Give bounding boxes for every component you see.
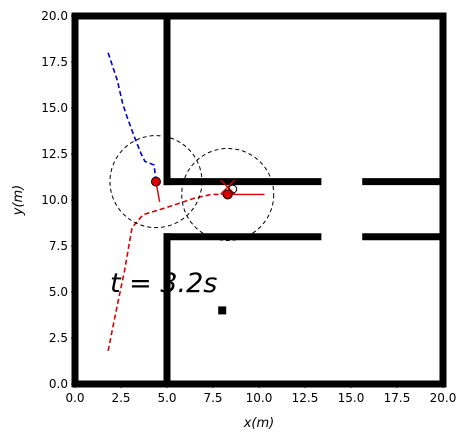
x-tick-label-3: 7.5 <box>203 391 222 405</box>
y-axis: 0.0 2.5 5.0 7.5 10.0 12.5 15.0 17.5 20.0 <box>41 9 75 391</box>
agent-marker-1 <box>222 189 233 200</box>
x-tick-label-8: 20.0 <box>430 391 457 405</box>
y-tick-label-8: 20.0 <box>41 9 68 23</box>
x-tick-label-5: 12.5 <box>292 391 319 405</box>
agent-marker-0 <box>150 176 161 187</box>
y-tick-label-7: 17.5 <box>41 55 68 69</box>
goal-ring <box>228 184 238 194</box>
y-tick-label-5: 12.5 <box>41 147 68 161</box>
x-tick-label-6: 15.0 <box>338 391 365 405</box>
trajectory-line-0 <box>107 52 157 182</box>
goal-cross-b <box>220 179 236 195</box>
x-tick-label-7: 17.5 <box>384 391 411 405</box>
y-tick-label-4: 10.0 <box>41 193 68 207</box>
x-tick-label-4: 10.0 <box>246 391 273 405</box>
y-tick-label-1: 2.5 <box>49 331 68 345</box>
time-label: t = 3.2s <box>110 268 217 299</box>
y-axis-label: y(m) <box>11 185 26 217</box>
y-tick-label-3: 7.5 <box>49 239 68 253</box>
y-tick-label-6: 15.0 <box>41 101 68 115</box>
y-tick-label-2: 5.0 <box>49 285 68 299</box>
x-tick-label-1: 2.5 <box>111 391 130 405</box>
plot-area: t = 3.2s <box>71 12 447 388</box>
x-tick-label-2: 5.0 <box>157 391 176 405</box>
x-tick-label-0: 0.0 <box>65 391 84 405</box>
agent-range-circle-1 <box>181 147 275 241</box>
agent-range-circle-0 <box>109 135 203 229</box>
trajectory-line-1 <box>107 193 228 352</box>
y-tick-label-0: 0.0 <box>49 377 68 391</box>
static-obstacle <box>218 306 227 315</box>
x-axis: 0.0 2.5 5.0 7.5 10.0 12.5 15.0 17.5 20.0 <box>65 384 456 405</box>
x-axis-label: x(m) <box>243 416 275 431</box>
